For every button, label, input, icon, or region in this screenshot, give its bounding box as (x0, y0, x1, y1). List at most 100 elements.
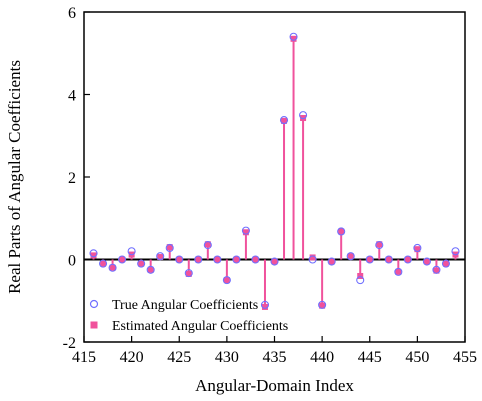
x-axis-title: Angular-Domain Index (195, 376, 354, 395)
estimated-marker (271, 258, 278, 265)
true-marker (356, 276, 365, 285)
true-marker (260, 300, 270, 309)
estimated-marker (281, 117, 288, 124)
x-tick-label: 425 (167, 349, 191, 366)
true-marker (175, 255, 184, 264)
x-tick-label: 450 (405, 349, 429, 366)
true-marker (327, 257, 336, 266)
true-marker (318, 300, 327, 309)
estimated-marker (290, 35, 297, 42)
estimated-marker (204, 241, 211, 248)
true-marker (365, 255, 374, 264)
true-marker (384, 255, 393, 264)
estimated-marker (309, 254, 316, 261)
estimated-marker (157, 254, 164, 261)
estimated-marker (233, 256, 240, 263)
true-marker (232, 255, 241, 264)
true-marker (346, 252, 355, 261)
true-marker (118, 255, 127, 264)
legend-estimated-marker (90, 321, 98, 329)
estimated-marker (166, 244, 173, 251)
true-marker (413, 243, 422, 252)
true-marker (451, 247, 460, 256)
estimated-marker (119, 256, 126, 263)
y-tick-label: -2 (63, 335, 76, 352)
y-tick-label: 2 (68, 170, 76, 187)
estimated-marker (328, 258, 335, 265)
legend-true-marker (89, 299, 99, 309)
true-marker (337, 227, 346, 236)
true-marker (203, 241, 212, 250)
estimated-marker (252, 256, 259, 263)
estimated-marker (223, 277, 230, 284)
x-tick-label: 415 (72, 349, 96, 366)
estimated-marker (347, 253, 354, 260)
plot-layer (84, 32, 465, 310)
true-marker (99, 259, 108, 268)
estimated-marker (404, 256, 411, 263)
y-tick-label: 6 (68, 5, 76, 22)
tick-layer: 415 420 425 430 435 440 445 450 455 -2 0 2 4 6 (63, 5, 477, 366)
true-marker (279, 116, 289, 125)
x-tick-label: 420 (120, 349, 144, 366)
estimated-marker (395, 268, 402, 275)
y-axis-title: Real Parts of Angular Coefficients (5, 60, 24, 294)
x-tick-label: 455 (453, 349, 477, 366)
estimated-marker (90, 252, 97, 259)
estimated-marker (100, 260, 107, 267)
estimated-marker (338, 228, 345, 235)
true-marker (289, 32, 298, 41)
true-marker (394, 267, 403, 276)
true-marker (146, 265, 155, 274)
estimated-marker (138, 260, 145, 267)
estimated-marker (385, 256, 392, 263)
true-marker (299, 111, 308, 120)
estimated-marker (214, 256, 221, 263)
estimated-marker (176, 256, 183, 263)
true-marker (308, 255, 317, 264)
estimated-marker (242, 229, 249, 236)
estimated-marker (300, 115, 307, 122)
true-marker (222, 276, 231, 285)
true-marker (184, 269, 193, 278)
estimated-marker (433, 267, 440, 274)
true-marker (156, 252, 165, 261)
y-tick-label: 0 (68, 253, 76, 270)
legend-true-label: True Angular Coefficients (112, 298, 258, 313)
true-marker (108, 263, 117, 272)
y-tick-label: 4 (68, 88, 76, 105)
true-marker (137, 259, 146, 268)
true-marker (432, 265, 441, 274)
legend: True Angular Coefficients Estimated Angu… (89, 298, 288, 334)
x-tick-label: 445 (358, 349, 382, 366)
true-marker (403, 255, 412, 264)
estimated-marker (261, 303, 268, 310)
estimated-marker (109, 264, 116, 271)
estimated-marker (319, 302, 326, 309)
plot-frame (83, 11, 466, 343)
true-marker (422, 257, 431, 266)
estimated-marker (423, 258, 430, 265)
true-marker (194, 255, 203, 264)
true-marker (165, 243, 174, 252)
true-marker (127, 247, 136, 256)
estimated-marker (414, 246, 421, 253)
legend-estimated-label: Estimated Angular Coefficients (112, 319, 288, 334)
true-marker (251, 255, 260, 264)
estimated-marker (376, 241, 383, 248)
estimated-marker (366, 256, 373, 263)
x-tick-label: 435 (263, 349, 287, 366)
estimated-marker (442, 260, 449, 267)
estimated-marker (147, 266, 154, 273)
x-tick-label: 440 (310, 349, 334, 366)
estimated-marker (185, 270, 192, 277)
true-marker (441, 259, 451, 268)
true-marker (270, 257, 279, 266)
true-marker (213, 255, 222, 264)
estimated-marker (195, 256, 202, 263)
estimated-marker (357, 273, 364, 279)
true-marker (241, 226, 250, 235)
true-marker (89, 249, 98, 258)
